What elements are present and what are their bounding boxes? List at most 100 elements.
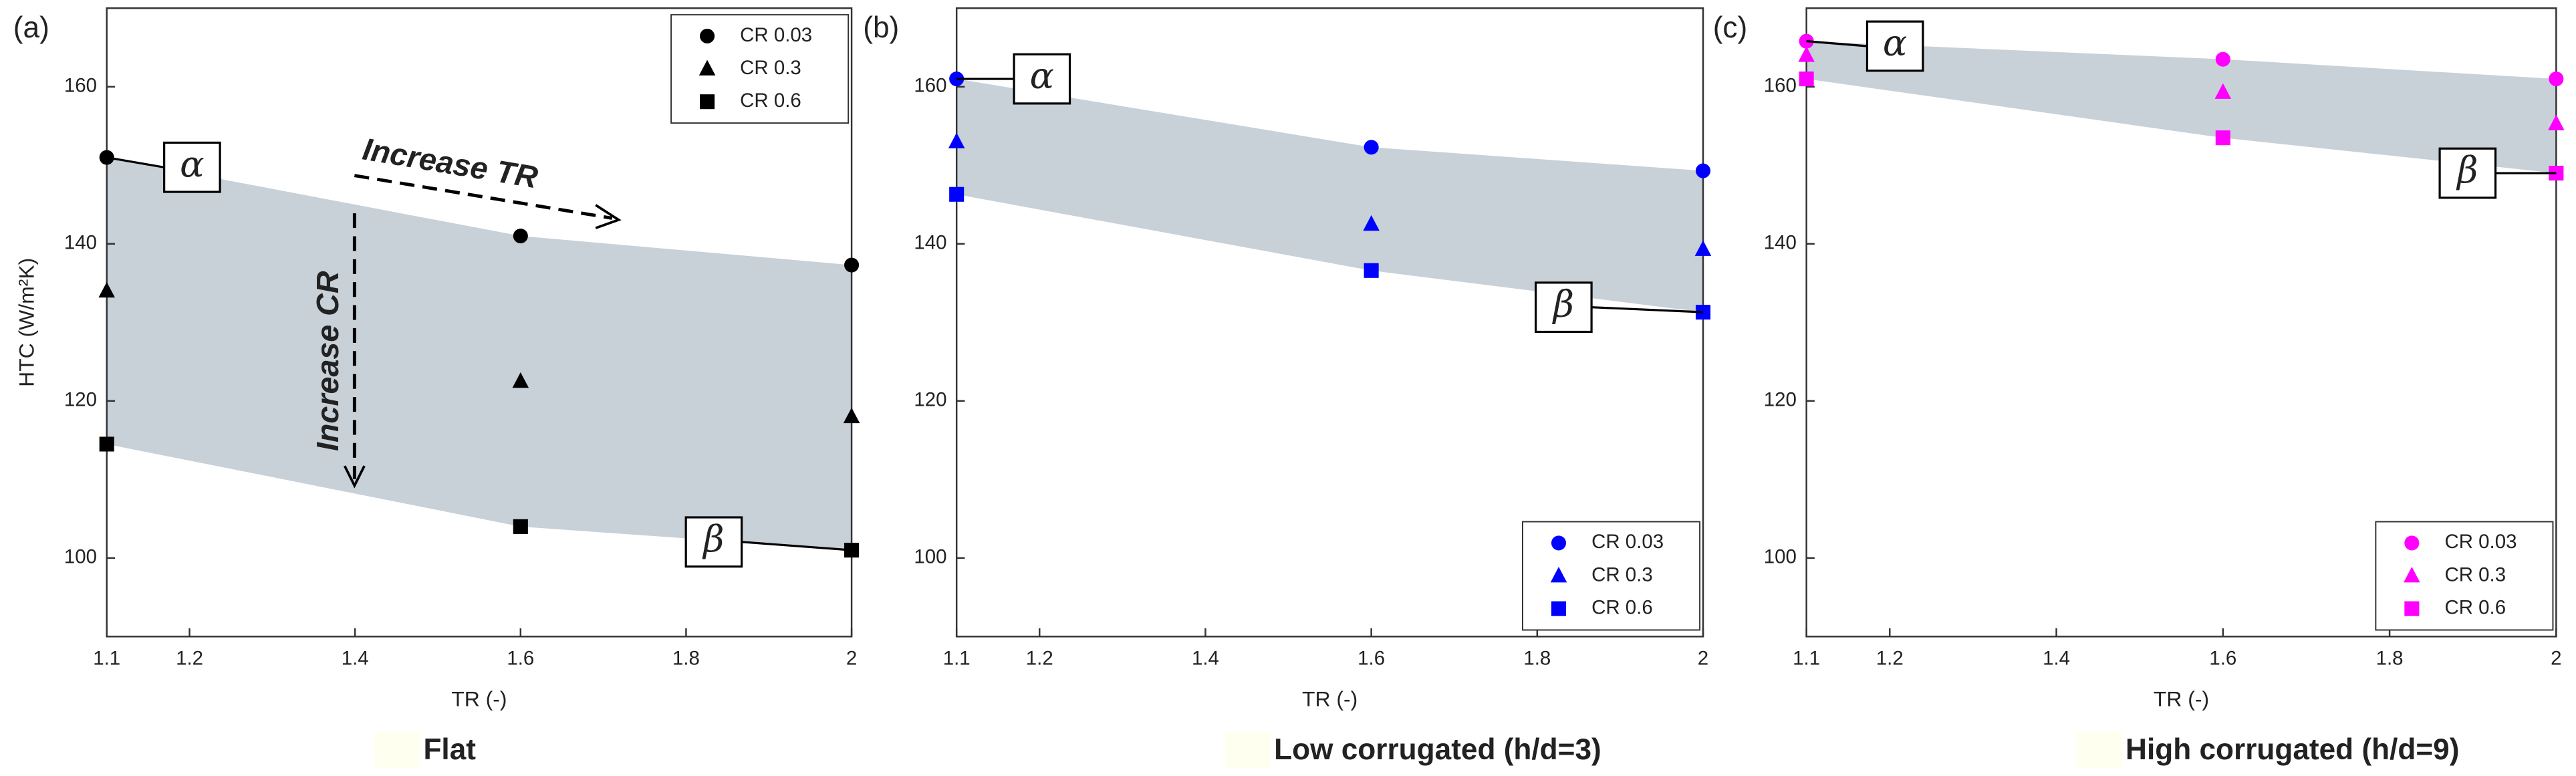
y-tick-label: 140 <box>914 232 946 254</box>
annotation: Increase CR <box>310 271 345 451</box>
marker <box>1694 240 1712 256</box>
marker <box>2214 83 2232 99</box>
band <box>1806 41 2557 174</box>
marker <box>98 281 115 298</box>
y-tick-label: 100 <box>64 546 97 568</box>
axes-frame <box>955 7 1704 638</box>
x-tick-label: 1.2 <box>1876 648 1904 670</box>
axes-frame <box>1805 7 2557 638</box>
legend-marker <box>2404 601 2420 616</box>
callout-text: β <box>702 518 724 560</box>
x-tick-label: 1.4 <box>2043 648 2070 670</box>
callout-box <box>684 516 743 568</box>
x-tick-label: 2 <box>846 648 857 670</box>
callout-text: α <box>1883 22 1907 64</box>
x-tick-label: 1.4 <box>1192 648 1219 670</box>
legend-marker <box>700 94 715 110</box>
subtitle: Flat <box>423 733 476 766</box>
x-tick-label: 1.8 <box>2376 648 2404 670</box>
panel-label: (b) <box>863 11 899 44</box>
x-axis-label: TR (-) <box>451 687 507 711</box>
callout-line <box>1591 306 1704 313</box>
marker <box>948 132 965 148</box>
subtitle: Low corrugated (h/d=3) <box>1274 733 1601 766</box>
y-tick-label: 120 <box>914 389 946 411</box>
x-tick-label: 2 <box>1698 648 1708 670</box>
x-tick-label: 1.8 <box>1523 648 1551 670</box>
legend-marker <box>700 28 715 44</box>
legend-label: CR 0.3 <box>1591 563 1653 586</box>
subtitle: High corrugated (h/d=9) <box>2126 733 2459 766</box>
legend-marker <box>1551 601 1567 616</box>
panel-label: (a) <box>13 11 49 44</box>
callout-text: β <box>1552 283 1574 326</box>
marker <box>2549 71 2564 87</box>
arrow-tr <box>354 174 613 220</box>
marker <box>513 519 528 534</box>
y-tick-label: 100 <box>1764 546 1797 568</box>
callout-line <box>741 541 852 551</box>
y-tick-label: 100 <box>914 546 946 568</box>
annotation: Increase TR <box>360 132 541 195</box>
marker <box>2548 114 2565 130</box>
callout-box <box>163 141 221 193</box>
y-tick-label: 140 <box>64 232 97 254</box>
marker <box>2215 130 2230 146</box>
subtitle-bg <box>374 731 420 768</box>
band <box>956 79 1703 313</box>
marker <box>99 150 114 165</box>
x-axis-label: TR (-) <box>1302 687 1358 711</box>
callout-box <box>2438 147 2497 199</box>
callout-text: α <box>180 143 204 185</box>
marker <box>844 257 860 273</box>
callout-line <box>106 156 164 168</box>
legend-label: CR 0.3 <box>2444 563 2506 586</box>
callout-line <box>1806 40 1867 47</box>
marker <box>512 372 529 388</box>
x-axis-label: TR (-) <box>2154 687 2209 711</box>
callout-text: β <box>2456 149 2478 191</box>
marker <box>99 436 114 452</box>
legend-label: CR 0.03 <box>2444 531 2517 553</box>
subtitle-bg <box>1225 731 1271 768</box>
y-tick-label: 160 <box>1764 75 1797 97</box>
y-tick-label: 120 <box>1764 389 1797 411</box>
legend-label: CR 0.3 <box>740 57 801 79</box>
callout-box <box>1865 20 1924 72</box>
legend-label: CR 0.03 <box>740 24 812 46</box>
arrowhead <box>343 465 366 489</box>
marker <box>949 186 964 202</box>
marker <box>513 229 528 244</box>
y-tick-label: 160 <box>914 75 946 97</box>
y-tick-label: 140 <box>1764 232 1797 254</box>
marker <box>1798 46 1815 62</box>
band <box>106 157 852 551</box>
x-tick-label: 1.4 <box>342 648 369 670</box>
marker <box>843 407 860 424</box>
legend-marker <box>1551 535 1567 551</box>
marker <box>1799 71 1814 87</box>
marker <box>1363 215 1380 231</box>
legend-marker <box>1550 567 1567 583</box>
legend-marker <box>2404 535 2420 551</box>
marker <box>1695 163 1711 178</box>
callout-text: α <box>1030 55 1054 97</box>
legend-marker <box>698 59 716 76</box>
marker <box>1364 263 1379 278</box>
axes-frame <box>106 7 853 638</box>
x-tick-label: 2 <box>2551 648 2561 670</box>
legend-marker <box>2404 567 2420 583</box>
legend-label: CR 0.6 <box>740 90 801 112</box>
marker <box>2215 51 2230 67</box>
callout-box <box>1535 281 1593 334</box>
arrowhead <box>595 204 622 229</box>
x-tick-label: 1.1 <box>1793 648 1820 670</box>
x-tick-label: 1.8 <box>672 648 700 670</box>
callout-box <box>1013 53 1071 105</box>
legend-label: CR 0.6 <box>2444 596 2506 618</box>
x-tick-label: 1.1 <box>943 648 971 670</box>
x-tick-label: 1.6 <box>2209 648 2236 670</box>
legend-label: CR 0.03 <box>1591 531 1664 553</box>
x-tick-label: 1.2 <box>176 648 203 670</box>
